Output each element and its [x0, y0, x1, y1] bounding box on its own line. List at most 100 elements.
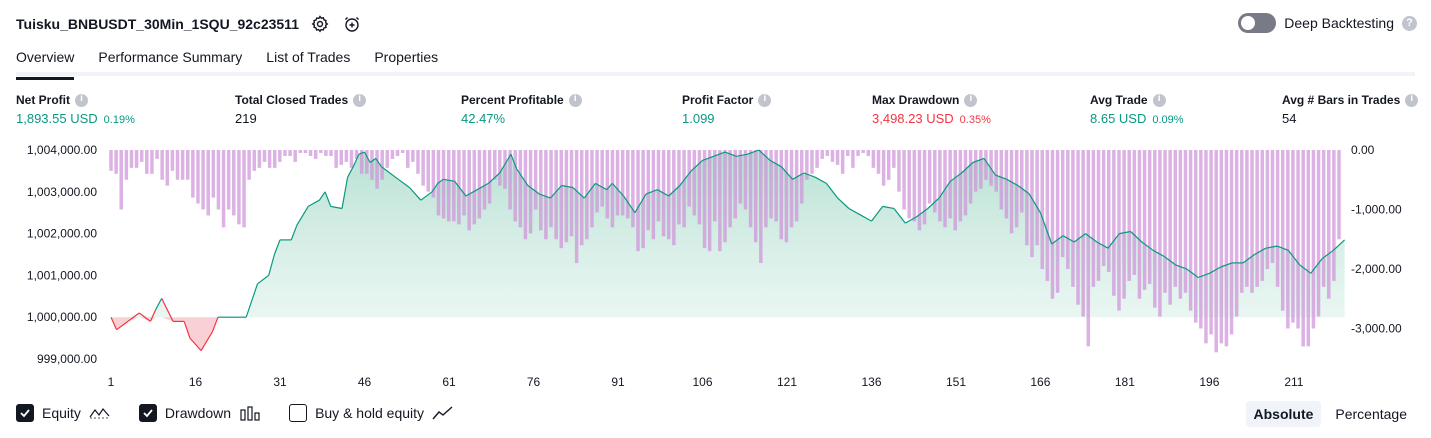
- equity-line-segment: [724, 151, 737, 157]
- equity-line-segment: [1265, 245, 1278, 249]
- drawdown-bar: [1127, 150, 1131, 281]
- drawdown-bar: [1086, 150, 1091, 347]
- drawdown-bar: [1045, 150, 1050, 281]
- equity-line-segment: [1209, 266, 1221, 274]
- drawdown-bar: [288, 150, 292, 156]
- drawdown-bar: [1035, 150, 1039, 246]
- equity-line-segment: [1299, 264, 1312, 274]
- equity-line-segment: [268, 254, 275, 276]
- drawdown-bar: [1163, 150, 1167, 293]
- drawdown-bar: [221, 150, 226, 228]
- metric-label: Percent Profitable: [461, 93, 564, 107]
- tab-performance-summary[interactable]: Performance Summary: [98, 49, 243, 65]
- metric-label: Total Closed Trades: [235, 93, 349, 107]
- drawdown-bar: [733, 150, 737, 219]
- equity-line-segment: [882, 205, 895, 210]
- drawdown-bar: [922, 150, 927, 225]
- metric-total-closed-trades: Total Closed Trades 219: [235, 93, 367, 126]
- drawdown-bar: [948, 150, 952, 219]
- equity-line-segment: [848, 207, 861, 216]
- drawdown-bar: [344, 150, 349, 162]
- drawdown-bar: [672, 150, 676, 246]
- drawdown-bar: [800, 150, 804, 204]
- drawdown-bar: [1224, 150, 1229, 347]
- legend-equity[interactable]: Equity: [16, 404, 111, 422]
- metric-value: 219: [235, 111, 257, 126]
- equity-line-segment: [949, 172, 962, 182]
- drawdown-bar: [313, 150, 318, 159]
- x-axis-tick: 121: [777, 375, 797, 389]
- drawdown-bar: [1158, 150, 1162, 317]
- legend-buy-hold-label: Buy & hold equity: [315, 405, 425, 421]
- drawdown-bar: [687, 150, 691, 207]
- equity-line-segment: [200, 331, 213, 351]
- x-axis-tick: 166: [1030, 375, 1050, 389]
- equity-line-segment: [1119, 230, 1131, 235]
- equity-line-segment: [211, 316, 219, 333]
- info-icon[interactable]: [1405, 93, 1419, 107]
- equity-line-segment: [1310, 258, 1323, 274]
- drawdown-bar: [533, 150, 538, 210]
- drawdown-bar: [876, 150, 881, 174]
- equity-checkbox[interactable]: [16, 404, 34, 422]
- equity-line-segment: [736, 153, 748, 157]
- equity-line-segment: [645, 189, 658, 195]
- metric-label: Max Drawdown: [872, 93, 960, 107]
- tab-bar: Overview Performance Summary List of Tra…: [16, 44, 1415, 80]
- drawdown-bar: [339, 150, 343, 165]
- drawdown-bar: [707, 150, 712, 252]
- equity-line-segment: [381, 166, 388, 172]
- drawdown-checkbox[interactable]: [138, 404, 157, 422]
- equity-line-segment: [116, 320, 129, 331]
- info-icon[interactable]: [353, 93, 367, 107]
- drawdown-bar: [175, 150, 180, 180]
- tab-overview[interactable]: Overview: [16, 44, 75, 80]
- equity-line-segment: [149, 308, 157, 322]
- drawdown-bar: [1112, 150, 1116, 296]
- equity-line-segment: [814, 176, 827, 184]
- drawdown-bar: [472, 150, 477, 225]
- metric-label: Avg Trade: [1090, 93, 1148, 107]
- drawdown-bar: [375, 150, 379, 189]
- drawdown-bar: [201, 150, 205, 210]
- info-icon[interactable]: [568, 93, 582, 107]
- equity-line-segment: [1287, 249, 1301, 266]
- drawdown-bar: [820, 150, 824, 159]
- tab-list-of-trades[interactable]: List of Trades: [266, 49, 351, 65]
- metric-value: 3,498.23 USD: [872, 111, 954, 126]
- help-icon[interactable]: ?: [1402, 15, 1417, 31]
- equity-line-segment: [369, 157, 377, 163]
- equity-line-segment: [1017, 185, 1030, 195]
- settings-icon[interactable]: [309, 13, 331, 35]
- equity-line-segment: [927, 197, 940, 209]
- info-icon[interactable]: [964, 93, 978, 107]
- buy-hold-checkbox[interactable]: [289, 404, 308, 422]
- drawdown-bar: [1066, 150, 1070, 269]
- percentage-button[interactable]: Percentage: [1335, 406, 1407, 422]
- absolute-button[interactable]: Absolute: [1245, 401, 1322, 427]
- drawdown-bar: [498, 150, 502, 186]
- tab-properties[interactable]: Properties: [374, 49, 439, 65]
- drawdown-bar: [518, 150, 523, 228]
- drawdown-bar: [487, 150, 492, 204]
- drawdown-bar: [293, 150, 297, 162]
- drawdown-bar: [180, 150, 185, 180]
- equity-line-segment: [1028, 193, 1041, 214]
- equity-line-segment: [510, 153, 518, 170]
- drawdown-bar: [1275, 150, 1280, 287]
- equity-line-segment: [155, 298, 163, 310]
- drawdown-bar: [1199, 150, 1203, 329]
- info-icon[interactable]: [758, 93, 772, 107]
- equity-line-segment: [307, 199, 320, 207]
- drawdown-bar: [334, 150, 338, 168]
- info-icon[interactable]: [1152, 93, 1166, 107]
- add-alert-icon[interactable]: [341, 13, 363, 35]
- drawdown-bar: [1183, 150, 1188, 293]
- legend-buy-hold[interactable]: Buy & hold equity: [289, 404, 454, 422]
- info-icon[interactable]: [75, 93, 88, 107]
- drawdown-bar: [1020, 150, 1024, 213]
- drawdown-bar: [917, 150, 922, 231]
- deep-backtesting-toggle[interactable]: [1238, 13, 1277, 33]
- drawdown-bar: [979, 150, 983, 189]
- legend-drawdown[interactable]: Drawdown: [138, 404, 261, 422]
